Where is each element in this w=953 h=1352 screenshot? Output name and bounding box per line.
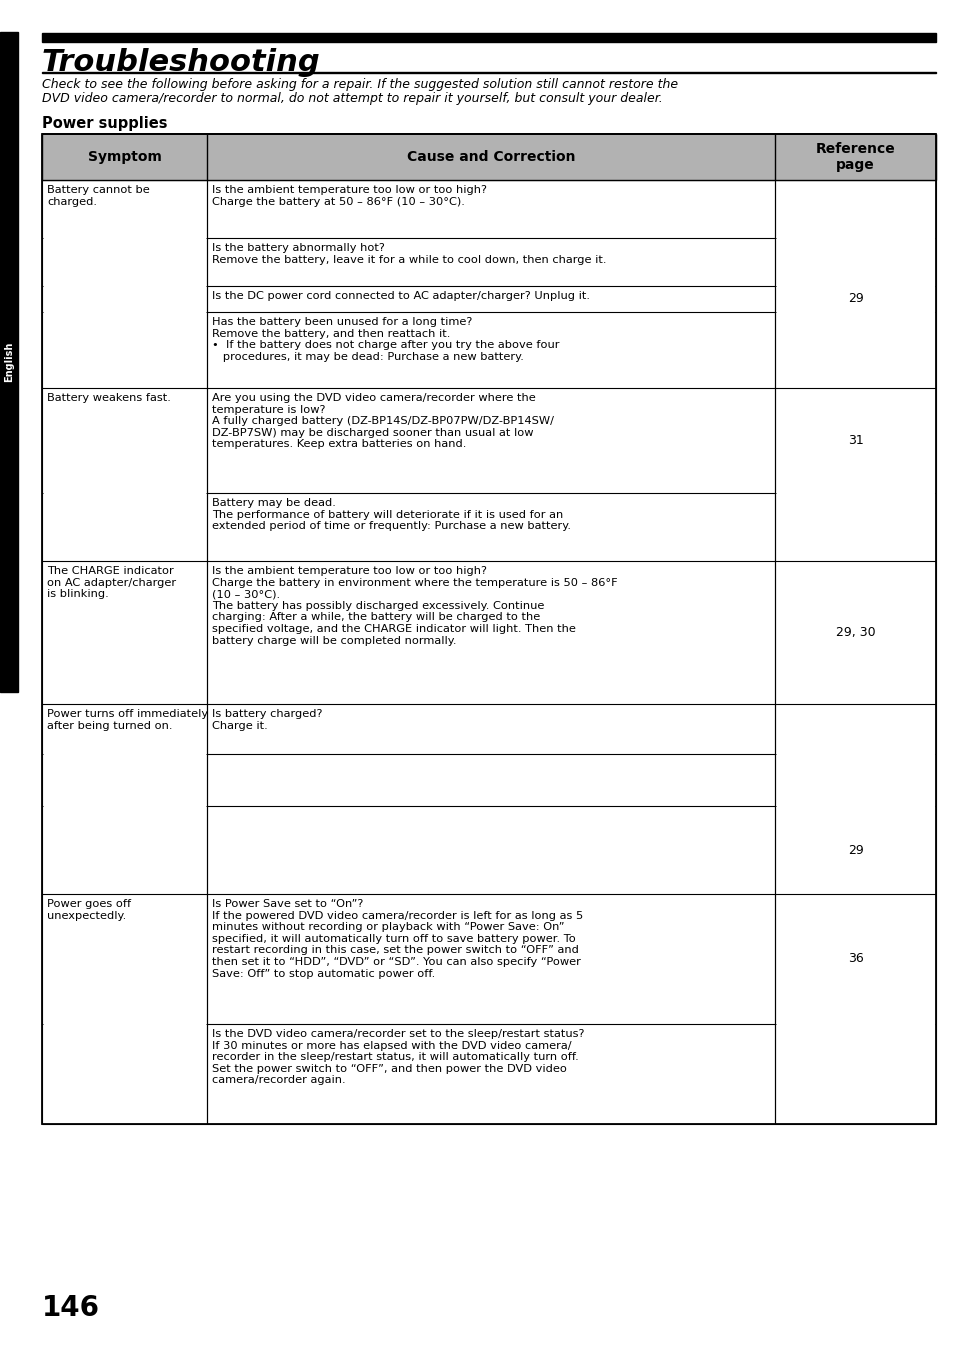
Bar: [42, 134, 935, 180]
Bar: [42, 32, 935, 42]
Text: Is the battery abnormally hot?
Remove the battery, leave it for a while to cool : Is the battery abnormally hot? Remove th…: [213, 243, 606, 265]
Text: 31: 31: [847, 434, 862, 448]
Text: Is Power Save set to “On”?
If the powered DVD video camera/recorder is left for : Is Power Save set to “On”? If the powere…: [213, 899, 583, 979]
Text: 29: 29: [847, 292, 862, 306]
Text: Troubleshooting: Troubleshooting: [42, 49, 320, 77]
Text: The CHARGE indicator
on AC adapter/charger
is blinking.: The CHARGE indicator on AC adapter/charg…: [47, 566, 176, 599]
Text: Cause and Correction: Cause and Correction: [407, 150, 575, 164]
Text: Symptom: Symptom: [88, 150, 161, 164]
Text: Reference
page: Reference page: [815, 142, 895, 172]
Text: Is the DVD video camera/recorder set to the sleep/restart status?
If 30 minutes : Is the DVD video camera/recorder set to …: [213, 1029, 584, 1086]
Text: 29, 30: 29, 30: [835, 626, 875, 639]
Text: Is the ambient temperature too low or too high?
Charge the battery in environmen: Is the ambient temperature too low or to…: [213, 566, 618, 646]
Text: Is battery charged?
Charge it.: Is battery charged? Charge it.: [213, 708, 322, 730]
Text: Battery weakens fast.: Battery weakens fast.: [47, 393, 171, 403]
Text: Battery cannot be
charged.: Battery cannot be charged.: [47, 185, 150, 207]
Text: 29: 29: [847, 844, 862, 857]
Text: Power supplies: Power supplies: [42, 116, 168, 131]
Text: Power goes off
unexpectedly.: Power goes off unexpectedly.: [47, 899, 131, 921]
Bar: [42, 134, 935, 1124]
Text: 36: 36: [847, 953, 862, 965]
Text: Has the battery been unused for a long time?
Remove the battery, and then reatta: Has the battery been unused for a long t…: [213, 316, 559, 362]
Text: Is the DC power cord connected to AC adapter/charger? Unplug it.: Is the DC power cord connected to AC ada…: [213, 291, 590, 301]
Bar: [42, 72, 935, 73]
Text: Power turns off immediately
after being turned on.: Power turns off immediately after being …: [47, 708, 208, 730]
Text: Battery may be dead.
The performance of battery will deteriorate if it is used f: Battery may be dead. The performance of …: [213, 498, 571, 531]
Text: DVD video camera/recorder to normal, do not attempt to repair it yourself, but c: DVD video camera/recorder to normal, do …: [42, 92, 662, 105]
Text: English: English: [4, 342, 14, 383]
Text: Check to see the following before asking for a repair. If the suggested solution: Check to see the following before asking…: [42, 78, 678, 91]
Text: Is the ambient temperature too low or too high?
Charge the battery at 50 – 86°F : Is the ambient temperature too low or to…: [213, 185, 487, 207]
Text: Are you using the DVD video camera/recorder where the
temperature is low?
A full: Are you using the DVD video camera/recor…: [213, 393, 554, 449]
Bar: [0, 32, 18, 692]
Text: 146: 146: [42, 1294, 100, 1322]
